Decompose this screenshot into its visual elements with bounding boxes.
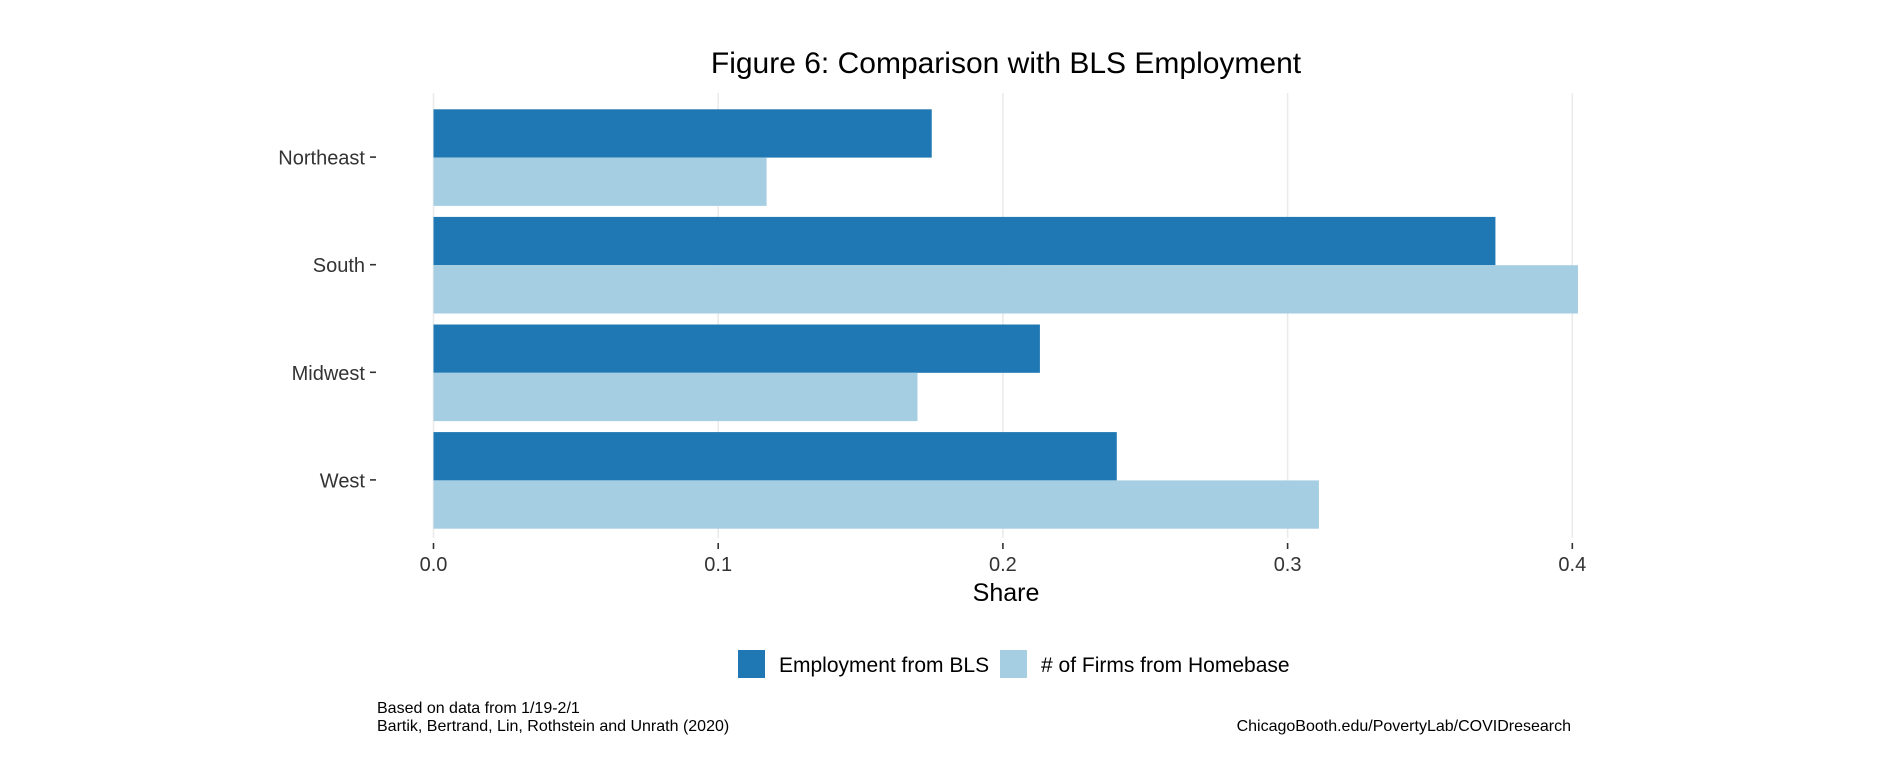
y-tick-label: Northeast [278,148,365,170]
caption-left-line-1: Based on data from 1/19-2/1 [377,700,580,717]
bar-northeast-homebase [433,157,767,206]
caption-left-line-2: Bartik, Bertrand, Lin, Rothstein and Unr… [377,718,729,735]
x-tick-label: 0.4 [1558,554,1586,576]
y-axis: Northeast South Midwest West [278,148,376,492]
caption-right: ChicagoBooth.edu/PovertyLab/COVIDresearc… [1237,718,1571,735]
legend-key-bls [738,650,765,678]
bar-northeast-bls [433,109,932,158]
legend-key-homebase [1000,650,1027,678]
x-tick-label: 0.2 [989,554,1017,576]
x-tick-label: 0.1 [704,554,732,576]
legend: Employment from BLS # of Firms from Homeb… [738,650,1290,678]
legend-label-homebase: # of Firms from Homebase [1041,654,1290,677]
x-axis: 0.0 0.1 0.2 0.3 0.4 [420,543,1586,576]
x-tick-label: 0.0 [420,554,448,576]
bar-midwest-bls [433,324,1040,373]
x-tick-label: 0.3 [1274,554,1302,576]
y-tick-label: Midwest [292,363,366,385]
bar-west-homebase [433,480,1319,529]
bar-south-homebase [433,265,1578,314]
chart-title: Figure 6: Comparison with BLS Employment [711,47,1302,80]
y-tick-label: South [313,255,365,277]
bars [433,109,1578,529]
x-axis-label: Share [973,579,1040,607]
bar-west-bls [433,432,1117,481]
bar-south-bls [433,216,1496,266]
y-tick-label: West [320,470,366,492]
caption-left: Based on data from 1/19-2/1 Bartik, Bert… [377,700,729,735]
bar-midwest-homebase [433,372,918,422]
legend-label-bls: Employment from BLS [779,654,989,677]
